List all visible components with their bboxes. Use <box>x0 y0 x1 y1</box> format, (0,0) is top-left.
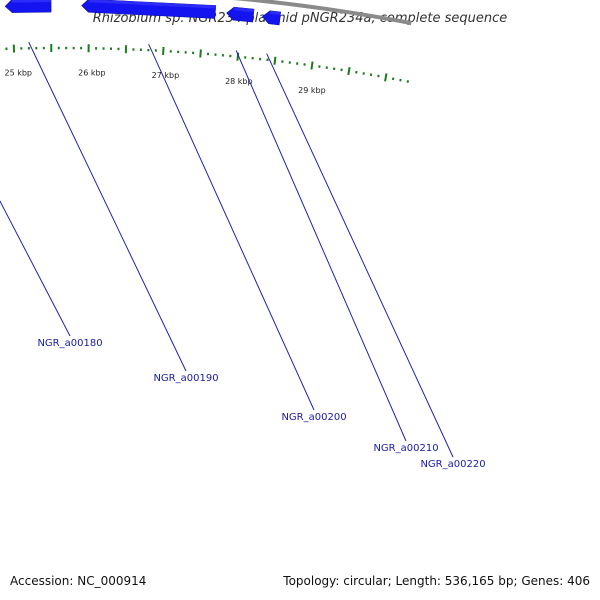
gene-leader-line <box>28 42 187 372</box>
gene-label[interactable]: NGR_a00200 <box>281 412 346 423</box>
gene-NGR_a00220[interactable] <box>262 10 282 26</box>
gene-highlight <box>269 10 281 16</box>
inner-tick-ring <box>5 44 410 83</box>
scale-label: 27 kbp <box>152 71 180 80</box>
scale-label: 28 kbp <box>225 77 253 86</box>
gene-highlight <box>233 7 255 13</box>
gene-label[interactable]: NGR_a00190 <box>153 373 218 384</box>
inner-tick <box>310 61 314 70</box>
gene-track <box>4 0 282 26</box>
inner-tick <box>347 66 351 76</box>
gene-leader-line <box>266 53 454 458</box>
accession-text: Accession: NC_000914 <box>10 574 146 588</box>
gene-NGR_a00210[interactable] <box>226 6 255 23</box>
inner-tick <box>199 49 202 58</box>
gene-leader-line <box>0 200 71 337</box>
gene-label[interactable]: NGR_a00220 <box>420 459 485 470</box>
gene-body[interactable] <box>4 0 52 13</box>
inner-tick <box>384 73 388 82</box>
gene-highlight <box>88 0 216 9</box>
topology-summary: Topology: circular; Length: 536,165 bp; … <box>282 574 590 588</box>
gene-label[interactable]: NGR_a00210 <box>373 443 438 454</box>
gene-NGR_a00200[interactable] <box>81 0 217 19</box>
gene-label[interactable]: NGR_a00180 <box>37 338 102 349</box>
inner-tick <box>273 56 277 65</box>
gene-leader-line <box>235 50 407 442</box>
scale-label: 26 kbp <box>78 68 106 77</box>
gene-NGR_a00190[interactable] <box>4 0 52 13</box>
scale-label: 25 kbp <box>5 68 33 77</box>
gene-highlight <box>11 0 52 3</box>
gene-label-leaders: NGR_a00180 NGR_a00190 NGR_a00200 NGR_a00210… <box>0 42 486 470</box>
plasmid-backbone <box>232 0 412 26</box>
scale-label: 29 kbp <box>298 86 326 95</box>
gene-leader-line <box>148 43 315 411</box>
